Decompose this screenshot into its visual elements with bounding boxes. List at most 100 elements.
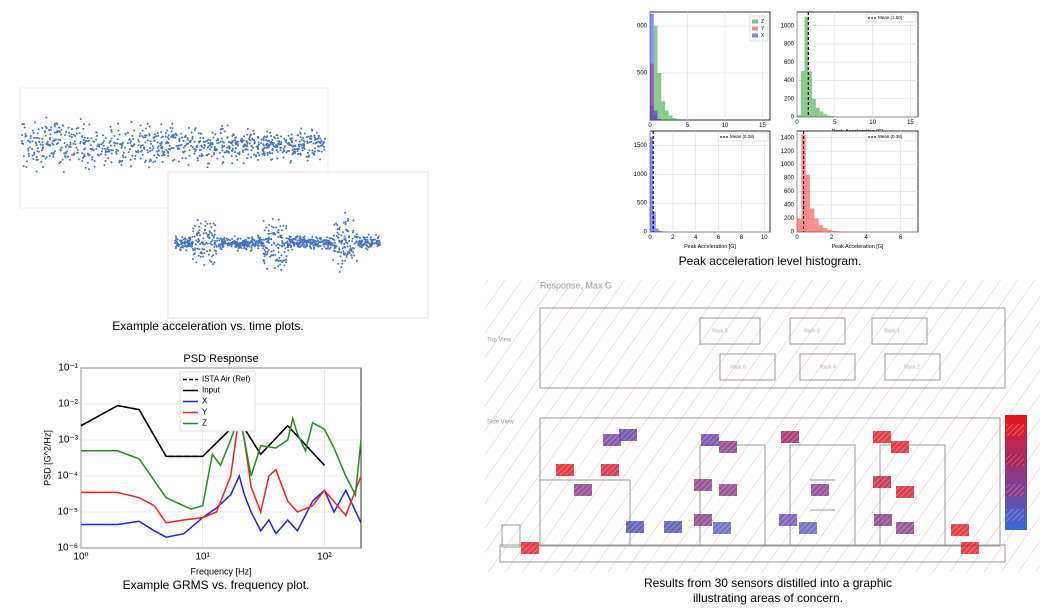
scatter-dot <box>349 252 351 254</box>
scatter-dot <box>201 153 203 155</box>
scatter-dot <box>199 243 201 245</box>
scatter-dot <box>265 139 267 141</box>
legend-label: Input <box>202 386 221 395</box>
scatter-dot <box>209 243 211 245</box>
scatter-dot <box>366 248 368 250</box>
scatter-dot <box>207 236 209 238</box>
scatter-dot <box>341 240 343 242</box>
scatter-dot <box>186 137 188 139</box>
scatter-dot <box>308 149 310 151</box>
scatter-dot <box>267 233 269 235</box>
scatter-dot <box>201 252 203 254</box>
scatter-dot <box>27 150 29 152</box>
scatter-dot <box>107 147 109 149</box>
scatter-dot <box>286 255 288 257</box>
scatter-dot <box>339 271 341 273</box>
scatter-dot <box>333 250 335 252</box>
scatter-dot <box>31 148 33 150</box>
scatter-dot <box>178 244 180 246</box>
scatter-dot <box>163 151 165 153</box>
scatter-dot <box>271 152 273 154</box>
scatter-dot <box>221 128 223 130</box>
y-tick-label: 10⁻⁵ <box>57 507 78 518</box>
scatter-dot <box>378 235 380 237</box>
scatter-dot <box>144 136 146 138</box>
y-tick-label: 1000 <box>634 172 648 178</box>
scatter-dot <box>298 144 300 146</box>
scatter-dot <box>191 246 193 248</box>
scatter-dot <box>24 133 26 135</box>
scatter-dot <box>188 244 190 246</box>
scatter-dot <box>342 250 344 252</box>
scatter-dot <box>367 240 369 242</box>
scatter-dot <box>66 156 68 158</box>
scatter-dot <box>180 249 182 251</box>
scatter-dot <box>186 143 188 145</box>
scatter-dot <box>281 229 283 231</box>
scatter-dot <box>127 132 129 134</box>
scatter-dot <box>131 155 133 157</box>
sensor-hatch <box>664 521 682 533</box>
scatter-dot <box>317 150 319 152</box>
scatter-dot <box>257 159 259 161</box>
legend-label: Z <box>761 19 764 25</box>
scatter-dot <box>152 147 154 149</box>
scatter-dot <box>191 243 193 245</box>
x-tick-label: 15 <box>759 123 766 129</box>
scatter-dot <box>285 225 287 227</box>
scatter-dot <box>175 246 177 248</box>
scatter-dot <box>230 242 232 244</box>
scatter-dot <box>376 243 378 245</box>
scatter-dot <box>32 130 34 132</box>
rack-label: Rack 5 <box>712 328 728 334</box>
scatter-dot <box>280 260 282 262</box>
scatter-dot <box>251 239 253 241</box>
scatter-dot <box>264 147 266 149</box>
scatter-dot <box>208 234 210 236</box>
scatter-dot <box>371 244 373 246</box>
legend-label: Mean (0.28) <box>730 134 755 139</box>
scatter-dot <box>192 230 194 232</box>
scatter-dot <box>310 141 312 143</box>
scatter-dot <box>246 141 248 143</box>
bar <box>832 231 836 232</box>
scatter-dot <box>170 130 172 132</box>
sensor-hatch <box>873 476 891 488</box>
scatter-dot <box>341 263 343 265</box>
scatter-dot <box>245 249 247 251</box>
scatter-dot <box>299 241 301 243</box>
scatter-dot <box>76 133 78 135</box>
scatter-dot <box>281 237 283 239</box>
sensor-hatch <box>694 479 712 491</box>
scatter-dot <box>257 148 259 150</box>
scatter-dot <box>340 234 342 236</box>
scatter-dot <box>353 255 355 257</box>
scatter-dot <box>139 135 141 137</box>
scatter-dot <box>324 138 326 140</box>
scatter-dot <box>23 165 25 167</box>
scatter-dot <box>61 146 63 148</box>
scatter-dot <box>237 243 239 245</box>
bar <box>797 115 801 117</box>
scatter-dot <box>229 147 231 149</box>
scatter-dot <box>60 134 62 136</box>
scatter-dot <box>83 149 85 151</box>
scatter-dot <box>54 150 56 152</box>
scatter-dot <box>23 155 25 157</box>
scatter-dot <box>62 159 64 161</box>
scatter-dot <box>185 249 187 251</box>
scatter-dot <box>319 237 321 239</box>
scatter-dot <box>345 239 347 241</box>
scatter-dot <box>81 160 83 162</box>
scatter-dot <box>301 241 303 243</box>
bar <box>669 115 673 120</box>
scatter-dot <box>352 238 354 240</box>
scatter-dot <box>173 159 175 161</box>
scatter-dot <box>34 121 36 123</box>
scatter-dot <box>231 140 233 142</box>
scatter-dot <box>376 240 378 242</box>
scatter-dot <box>302 149 304 151</box>
scatter-dot <box>104 154 106 156</box>
scatter-dot <box>104 160 106 162</box>
scatter-dot <box>233 134 235 136</box>
